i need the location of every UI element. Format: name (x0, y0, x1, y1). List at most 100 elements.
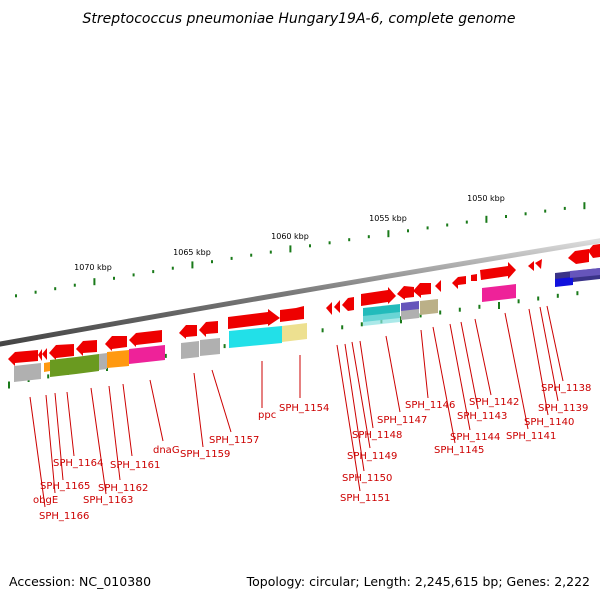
gene-label-sph-1151: SPH_1151 (340, 493, 390, 504)
gene-label-sph-1144: SPH_1144 (450, 432, 500, 443)
gene-arrow (413, 283, 431, 298)
gene-arrow (471, 274, 477, 281)
gene-label-sph-1162: SPH_1162 (98, 483, 148, 494)
tick-mark (407, 229, 409, 233)
gene-arrow (228, 309, 280, 329)
gene-label-sph-1154: SPH_1154 (279, 403, 329, 414)
gene-label-ppc: ppc (258, 410, 276, 421)
gene-arrow (361, 287, 396, 306)
tick-label-1055: 1055 kbp (369, 214, 407, 223)
tick-mark (211, 260, 213, 264)
tick-label-1050: 1050 kbp (467, 194, 505, 203)
leader-line (122, 383, 133, 457)
gene-label-sph-1163: SPH_1163 (83, 495, 133, 506)
tick-mark (321, 328, 324, 333)
feature-box (482, 284, 516, 302)
tick-mark (485, 215, 488, 223)
leader-line (351, 341, 371, 449)
tick-mark (544, 209, 547, 213)
gene-label-sph-1142: SPH_1142 (469, 397, 519, 408)
tick-mark (576, 291, 579, 296)
gene-label-sph-1159: SPH_1159 (180, 449, 230, 460)
feature-box (363, 312, 400, 326)
gene-label-sph-1148: SPH_1148 (352, 430, 402, 441)
tick-label-1070: 1070 kbp (74, 263, 112, 272)
gene-arrow (8, 350, 38, 366)
gene-arrow (280, 306, 304, 322)
tick-mark (505, 215, 507, 218)
gene-label-dnag: dnaG (153, 445, 180, 456)
leader-line (460, 321, 479, 410)
gene-label-sph-1165: SPH_1165 (40, 481, 90, 492)
leader-line (359, 340, 374, 429)
gene-label-sph-1143: SPH_1143 (457, 411, 507, 422)
gene-arrow (49, 344, 74, 360)
tick-label-1065: 1065 kbp (173, 248, 211, 257)
tick-mark (537, 296, 540, 301)
gene-arrow (42, 348, 47, 360)
tick-label-1060: 1060 kbp (271, 232, 309, 241)
tick-mark (34, 290, 37, 294)
feature-box (401, 309, 419, 320)
feature-box (76, 354, 99, 374)
feature-box (107, 350, 129, 368)
tick-mark (426, 226, 429, 230)
tick-mark (478, 304, 481, 309)
gene-arrow (397, 286, 414, 300)
leader-line (539, 306, 559, 402)
tick-mark (360, 322, 363, 327)
gene-arrow (588, 244, 600, 258)
gene-arrow (326, 302, 332, 315)
tick-mark (419, 313, 422, 318)
gene-arrow (535, 259, 542, 269)
leader-line (66, 391, 75, 457)
tick-mark (517, 299, 520, 304)
gene-label-sph-1147: SPH_1147 (377, 415, 427, 426)
feature-box (570, 268, 600, 278)
leader-line (432, 326, 456, 444)
leader-line (420, 329, 429, 399)
feature-box (14, 363, 41, 382)
map-title: Streptococcus pneumoniae Hungary19A-6, c… (83, 11, 516, 27)
gene-label-sph-1139: SPH_1139 (538, 403, 588, 414)
gene-arrow (129, 330, 162, 347)
tick-labels: 1050 kbp 1055 kbp 1060 kbp 1065 kbp 1070… (74, 194, 505, 272)
gene-arrow (528, 261, 534, 271)
tick-mark (348, 238, 351, 242)
tick-mark (15, 294, 17, 298)
tick-mark (465, 220, 468, 224)
gene-label-sph-1138: SPH_1138 (541, 383, 591, 394)
tick-mark (73, 283, 76, 287)
tick-mark (250, 253, 253, 257)
tick-mark (113, 276, 115, 280)
feature-box (99, 353, 107, 370)
gene-arrow (334, 300, 340, 313)
gene-arrow (38, 349, 42, 361)
tick-mark (164, 353, 167, 358)
gene-arrow (76, 340, 97, 356)
tick-mark (230, 256, 233, 260)
leader-line (474, 318, 492, 396)
gene-arrow (435, 280, 441, 292)
feature-box (229, 326, 282, 348)
gene-arrow (179, 325, 197, 339)
topology-text: Topology: circular; Length: 2,245,615 bp… (246, 574, 590, 589)
leader-line (211, 369, 232, 433)
leader-line (193, 372, 204, 448)
tick-mark (191, 261, 194, 269)
leader-line (108, 385, 121, 481)
tick-mark (8, 381, 10, 389)
tick-mark (328, 241, 331, 245)
feature-box (555, 277, 573, 287)
leader-line (528, 308, 549, 416)
feature-box (50, 357, 76, 377)
tick-mark (309, 244, 311, 248)
tick-mark (439, 310, 442, 315)
feature-track (14, 268, 600, 382)
tick-mark (223, 344, 226, 349)
tick-mark (47, 374, 50, 379)
feature-box (181, 341, 199, 359)
gene-label-sph-1145: SPH_1145 (434, 445, 484, 456)
gene-label-sph-1166: SPH_1166 (39, 511, 89, 522)
